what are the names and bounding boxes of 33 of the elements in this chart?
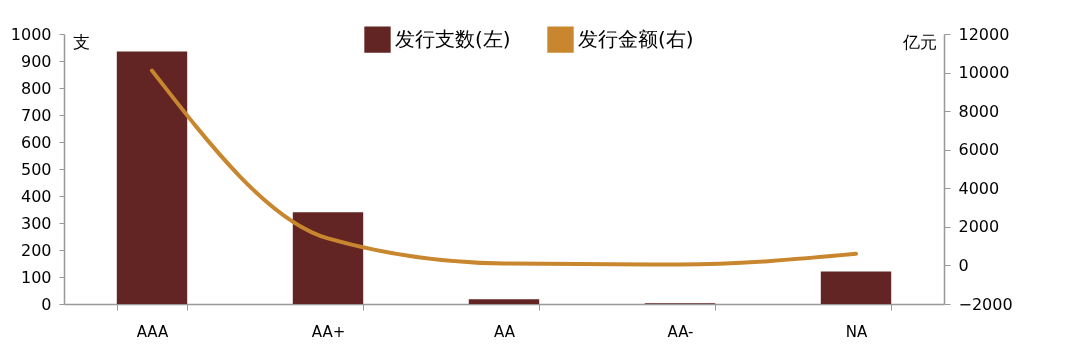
y-tick-label: 1000: [10, 24, 52, 44]
line-series: [150, 68, 858, 267]
y-tick-label: 200: [20, 240, 52, 260]
y-axis-title: 支: [72, 31, 90, 52]
x-tick-label: AA+: [311, 322, 346, 341]
y2-tick-label: 10000: [958, 63, 1010, 83]
y2-tick-label: 12000: [958, 24, 1010, 44]
y-tick-label: 0: [41, 294, 52, 314]
y2-tick-label: −2000: [958, 294, 1013, 314]
x-tick-label: AAA: [136, 322, 170, 341]
y-tick-label: 800: [20, 78, 52, 98]
y-tick-label: 100: [20, 267, 52, 287]
y2-tick-label: 0: [958, 255, 969, 275]
y2-axis-title: 亿元: [901, 31, 937, 52]
y-tick-label: 300: [20, 213, 52, 233]
x-tick-label: AA: [494, 322, 516, 341]
y-tick-label: 600: [20, 132, 52, 152]
y-tick-label: 400: [20, 186, 52, 206]
bar: [116, 51, 188, 304]
x-tick-label: NA: [845, 322, 868, 341]
y-tick-label: 700: [20, 105, 52, 125]
y-tick-label: 500: [20, 159, 52, 179]
bar: [468, 299, 540, 304]
y2-tick-label: 8000: [958, 101, 1000, 121]
legend-label: 发行金额(右): [578, 26, 694, 51]
y2-tick-label: 6000: [958, 140, 1000, 160]
y-tick-label: 900: [20, 51, 52, 71]
bar: [292, 212, 364, 304]
bar: [820, 271, 892, 304]
y2-tick-label: 4000: [958, 178, 1000, 198]
y2-tick-label: 2000: [958, 217, 1000, 237]
legend-label: 发行支数(左): [395, 26, 511, 51]
x-tick-label: AA-: [667, 322, 694, 341]
